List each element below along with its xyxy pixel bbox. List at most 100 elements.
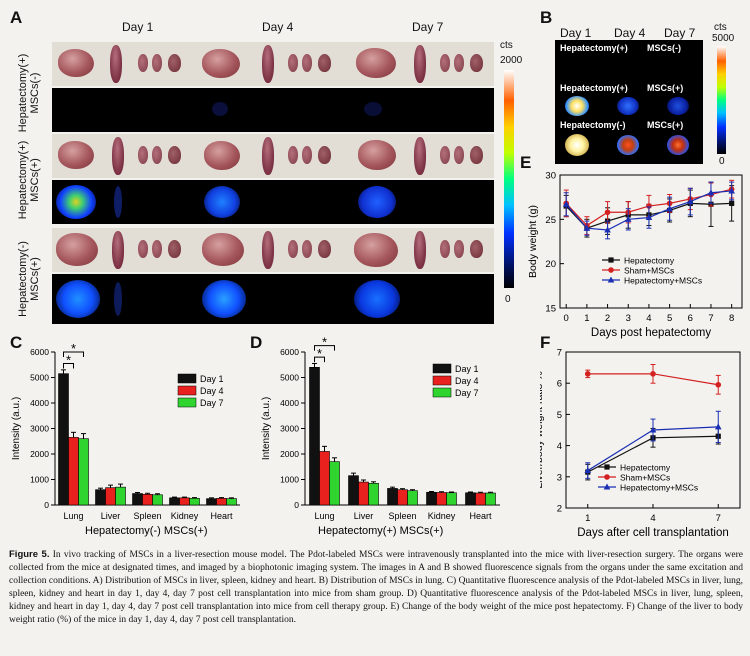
kidney-organ xyxy=(302,54,312,72)
y-axis-label: Liver/body weight ratio % xyxy=(540,371,545,488)
panel-a-day-4: Day 4 xyxy=(262,20,294,34)
y-tick-label: 5000 xyxy=(30,373,49,383)
heart-organ xyxy=(470,54,483,72)
bar xyxy=(68,437,79,506)
x-tick-label: 6 xyxy=(688,313,693,324)
legend-label: Hepatectomy+MSCs xyxy=(624,276,702,286)
heart-organ xyxy=(470,240,483,258)
legend-swatch xyxy=(177,373,197,384)
kidney-organ xyxy=(288,240,298,258)
y-tick-label: 4000 xyxy=(30,398,49,408)
lung-organ xyxy=(414,137,426,175)
data-point xyxy=(584,467,592,474)
liver-organ xyxy=(358,140,396,170)
bar xyxy=(105,487,116,506)
fluorescence-signal xyxy=(202,280,246,318)
y-tick-label: 2 xyxy=(557,504,562,515)
liver-organ xyxy=(356,48,396,78)
panel-b-day-7: Day 7 xyxy=(664,26,696,40)
data-point xyxy=(562,200,570,207)
legend-label: Hepatectomy xyxy=(620,463,671,473)
bar xyxy=(485,492,496,506)
data-point xyxy=(604,464,610,470)
lung-signal xyxy=(667,97,689,115)
panel-b-colorbar xyxy=(717,46,726,154)
panel-b-group-2-line2: MSCs(+) xyxy=(647,83,684,93)
data-point xyxy=(715,381,722,388)
panel-a-colorbar-min: 0 xyxy=(505,294,511,305)
panel-a-row-1-photo xyxy=(52,42,494,86)
bar xyxy=(226,498,237,506)
heart-organ xyxy=(168,146,181,164)
category-label: Heart xyxy=(210,511,233,521)
y-tick-label: 15 xyxy=(545,304,556,315)
panel-a-row-2-label: Hepatectomy(+) MSCs(+) xyxy=(17,140,41,220)
x-tick-label: 1 xyxy=(584,313,589,324)
data-point xyxy=(646,203,652,209)
panel-b-label: B xyxy=(540,8,553,27)
x-tick-label: 3 xyxy=(626,313,631,324)
x-axis-group-label: Hepatectomy(+) MSCs(+) xyxy=(318,525,443,537)
bar xyxy=(216,498,227,506)
x-axis-label: Days post hepatectomy xyxy=(591,327,711,339)
legend-swatch xyxy=(432,363,452,374)
y-tick-label: 6000 xyxy=(280,347,299,357)
fluorescence-signal xyxy=(56,185,96,219)
panel-b-group-3-line2: MSCs(+) xyxy=(647,120,684,130)
kidney-organ xyxy=(454,54,464,72)
fluorescence-signal xyxy=(212,102,228,116)
y-tick-label: 3000 xyxy=(30,424,49,434)
plot-frame xyxy=(559,174,743,309)
kidney-organ xyxy=(440,146,450,164)
data-point xyxy=(604,226,611,233)
x-tick-label: 4 xyxy=(646,313,651,324)
y-tick-label: 3 xyxy=(557,472,562,483)
bar xyxy=(58,373,69,506)
panel-b-group-2-line1: Hepatectomy(+) xyxy=(560,83,628,93)
data-point xyxy=(649,426,657,433)
bar xyxy=(152,494,163,506)
data-point xyxy=(650,371,656,377)
legend-label: Hepatectomy xyxy=(624,256,675,266)
panel-b-group-3-line1: Hepatectomy(-) xyxy=(560,120,626,130)
panel-b-colorbar-max: 5000 xyxy=(712,33,735,44)
lung-organ xyxy=(112,137,124,175)
significance-star: * xyxy=(71,341,76,356)
category-label: Heart xyxy=(469,511,492,521)
x-tick-label: 7 xyxy=(708,313,713,324)
fluorescence-signal xyxy=(56,280,100,318)
y-axis-label: Intensity (a.u.) xyxy=(261,397,272,460)
panel-b-day-1: Day 1 xyxy=(560,26,592,40)
lung-organ xyxy=(262,231,274,269)
lung-organ xyxy=(414,231,426,269)
category-label: Kidney xyxy=(171,511,199,521)
liver-organ xyxy=(56,233,98,266)
data-point xyxy=(645,214,653,221)
kidney-organ xyxy=(302,146,312,164)
x-tick-label: 2 xyxy=(605,313,610,324)
bar xyxy=(132,493,143,506)
legend-label: Sham+MSCs xyxy=(624,266,674,276)
legend-swatch xyxy=(432,387,452,398)
y-tick-label: 2000 xyxy=(30,449,49,459)
bar xyxy=(465,492,476,506)
category-label: Spleen xyxy=(388,511,416,521)
fluorescence-signal xyxy=(364,102,382,116)
kidney-organ xyxy=(302,240,312,258)
panel-e-label: E xyxy=(520,153,532,172)
y-tick-label: 30 xyxy=(545,171,556,182)
panel-b-image: Hepatectomy(+) MSCs(-) Hepatectomy(+) MS… xyxy=(555,40,703,164)
liver-organ xyxy=(202,233,244,266)
bar xyxy=(309,366,320,506)
kidney-organ xyxy=(454,146,464,164)
data-point xyxy=(604,209,611,216)
y-axis-label: Body weight (g) xyxy=(527,205,539,278)
bar xyxy=(189,498,200,506)
bar xyxy=(78,438,89,506)
liver-organ xyxy=(354,233,398,267)
bar xyxy=(95,489,106,506)
category-label: Spleen xyxy=(133,511,161,521)
data-point xyxy=(686,198,694,205)
y-tick-label: 0 xyxy=(44,500,49,510)
kidney-organ xyxy=(138,240,148,258)
